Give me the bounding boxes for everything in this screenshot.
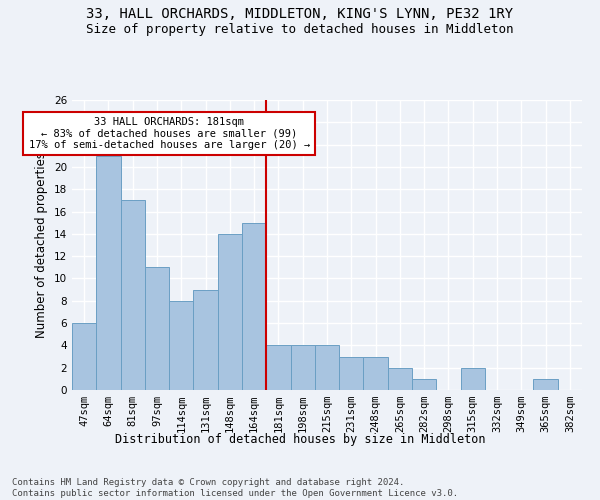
Text: 33, HALL ORCHARDS, MIDDLETON, KING'S LYNN, PE32 1RY: 33, HALL ORCHARDS, MIDDLETON, KING'S LYN… [86, 8, 514, 22]
Bar [266, 346, 290, 390]
Bar [315, 346, 339, 390]
Bar [169, 301, 193, 390]
Text: Contains HM Land Registry data © Crown copyright and database right 2024.
Contai: Contains HM Land Registry data © Crown c… [12, 478, 458, 498]
Bar [218, 234, 242, 390]
Bar [72, 323, 96, 390]
Bar [364, 356, 388, 390]
Bar [121, 200, 145, 390]
Bar [242, 222, 266, 390]
Bar [193, 290, 218, 390]
Bar [290, 346, 315, 390]
Bar [461, 368, 485, 390]
Bar [96, 156, 121, 390]
Text: Distribution of detached houses by size in Middleton: Distribution of detached houses by size … [115, 432, 485, 446]
Bar [412, 379, 436, 390]
Text: 33 HALL ORCHARDS: 181sqm
← 83% of detached houses are smaller (99)
17% of semi-d: 33 HALL ORCHARDS: 181sqm ← 83% of detach… [29, 116, 310, 150]
Bar [533, 379, 558, 390]
Bar [145, 268, 169, 390]
Bar [339, 356, 364, 390]
Text: Size of property relative to detached houses in Middleton: Size of property relative to detached ho… [86, 22, 514, 36]
Bar [388, 368, 412, 390]
Y-axis label: Number of detached properties: Number of detached properties [35, 152, 49, 338]
